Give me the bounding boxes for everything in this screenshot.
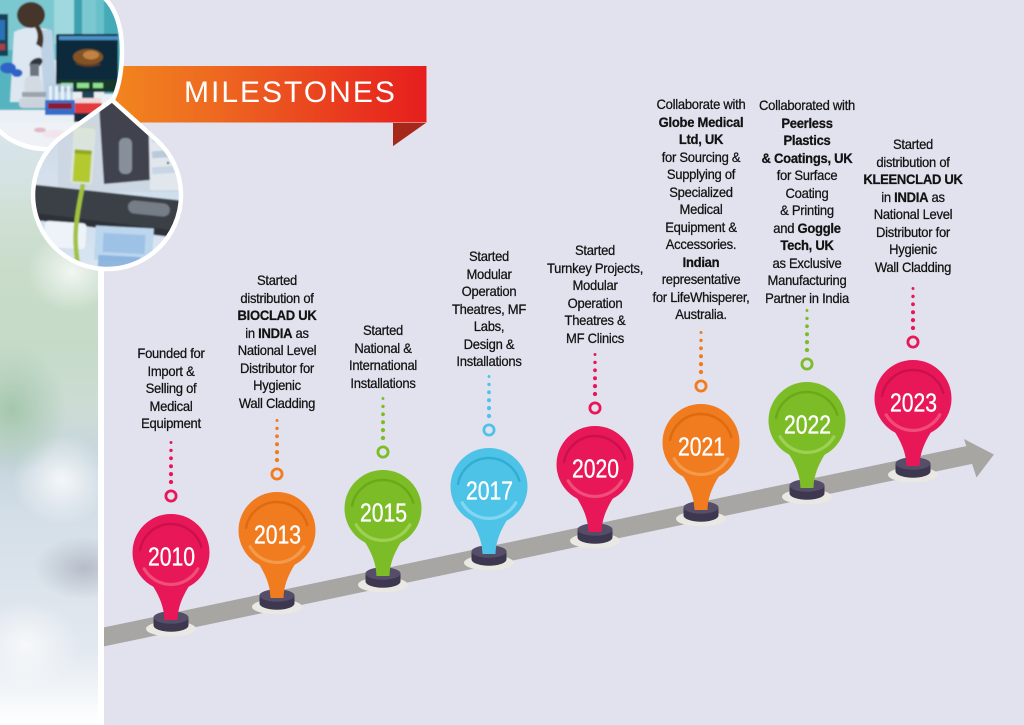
svg-text:2015: 2015 [360,497,407,527]
svg-text:2021: 2021 [678,431,725,461]
svg-text:2010: 2010 [148,541,195,571]
svg-text:2013: 2013 [254,519,301,549]
svg-text:2017: 2017 [466,475,513,505]
svg-text:2023: 2023 [890,387,937,417]
svg-text:2022: 2022 [784,409,831,439]
svg-text:2020: 2020 [572,453,619,483]
